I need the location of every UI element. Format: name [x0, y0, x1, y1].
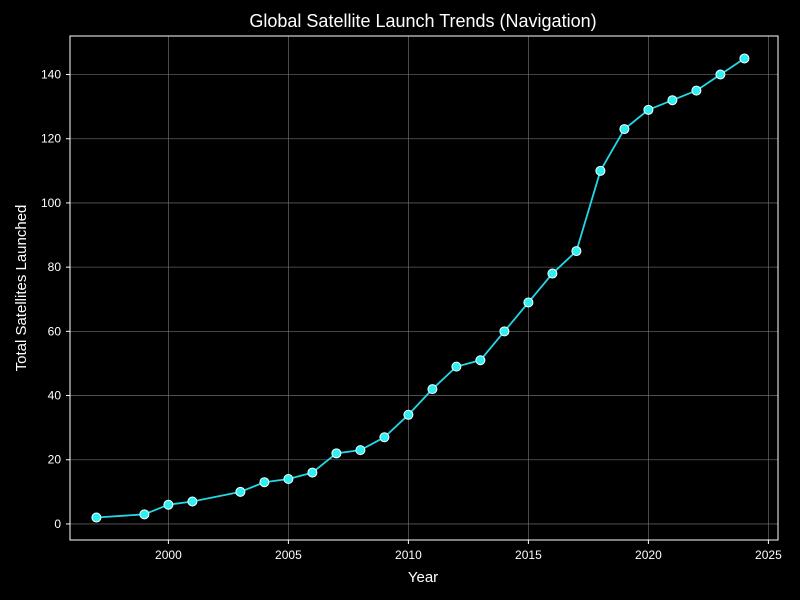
y-axis-label: Total Satellites Launched — [13, 205, 30, 372]
data-point — [91, 512, 102, 523]
plot-frame — [69, 35, 779, 541]
axes-spines — [69, 35, 779, 541]
x-tick-label: 2010 — [395, 548, 422, 562]
x-axis-label: Year — [408, 569, 438, 586]
x-tick-label: 2005 — [275, 548, 302, 562]
data-point — [739, 53, 750, 64]
data-point — [595, 165, 606, 176]
x-axis: 2000 2005 2010 2015 2020 2025 — [155, 540, 782, 562]
data-point — [523, 297, 534, 308]
data-point — [283, 474, 294, 485]
data-point — [571, 246, 582, 257]
grid-lines — [70, 36, 778, 540]
x-tick-label: 2020 — [635, 548, 662, 562]
y-tick-label: 100 — [41, 196, 61, 210]
data-point — [355, 445, 366, 456]
y-tick-label: 60 — [48, 324, 62, 338]
data-point — [499, 326, 510, 337]
y-axis: 0 20 40 60 80 100 120 140 — [41, 68, 70, 531]
y-tick-label: 120 — [41, 132, 61, 146]
series-layer — [91, 53, 750, 523]
data-point — [235, 486, 246, 497]
data-point — [139, 509, 150, 520]
data-point — [691, 85, 702, 96]
data-point — [331, 448, 342, 459]
data-point — [427, 384, 438, 395]
data-point — [403, 409, 414, 420]
chart-title: Global Satellite Launch Trends (Navigati… — [249, 11, 596, 31]
y-tick-label: 0 — [54, 517, 61, 531]
data-point — [667, 95, 678, 106]
x-tick-label: 2025 — [755, 548, 782, 562]
x-tick-label: 2015 — [515, 548, 542, 562]
data-point — [643, 104, 654, 115]
data-point — [715, 69, 726, 80]
y-tick-label: 40 — [48, 389, 62, 403]
data-point — [163, 499, 174, 510]
data-point — [619, 124, 630, 135]
data-point — [475, 355, 486, 366]
data-point — [187, 496, 198, 507]
y-tick-label: 20 — [48, 453, 62, 467]
y-tick-label: 140 — [41, 68, 61, 82]
data-point — [379, 432, 390, 443]
x-tick-label: 2000 — [155, 548, 182, 562]
data-point — [307, 467, 318, 478]
data-point — [451, 361, 462, 372]
y-tick-label: 80 — [48, 260, 62, 274]
data-point — [259, 477, 270, 488]
data-point — [547, 268, 558, 279]
